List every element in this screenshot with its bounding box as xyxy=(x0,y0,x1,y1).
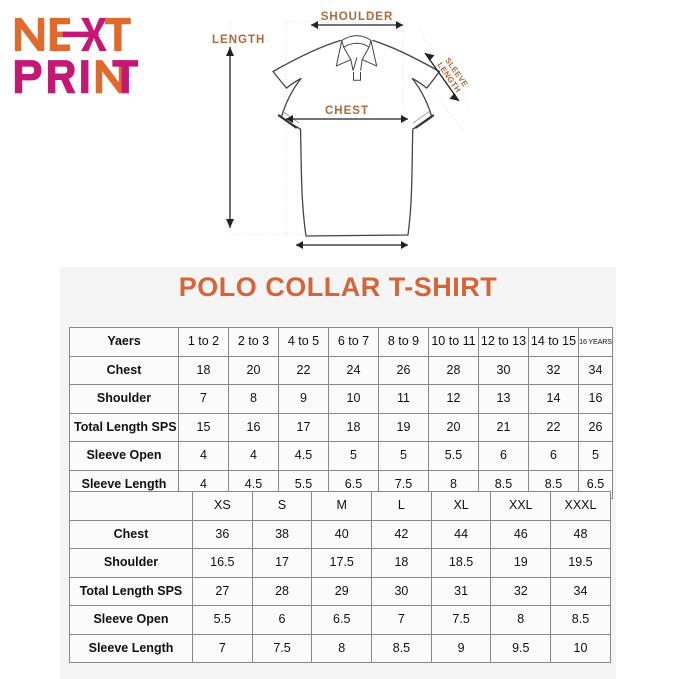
svg-text:CHEST: CHEST xyxy=(325,105,369,117)
svg-text:LENGTH: LENGTH xyxy=(212,34,265,46)
svg-text:SHOULDER: SHOULDER xyxy=(321,11,394,23)
